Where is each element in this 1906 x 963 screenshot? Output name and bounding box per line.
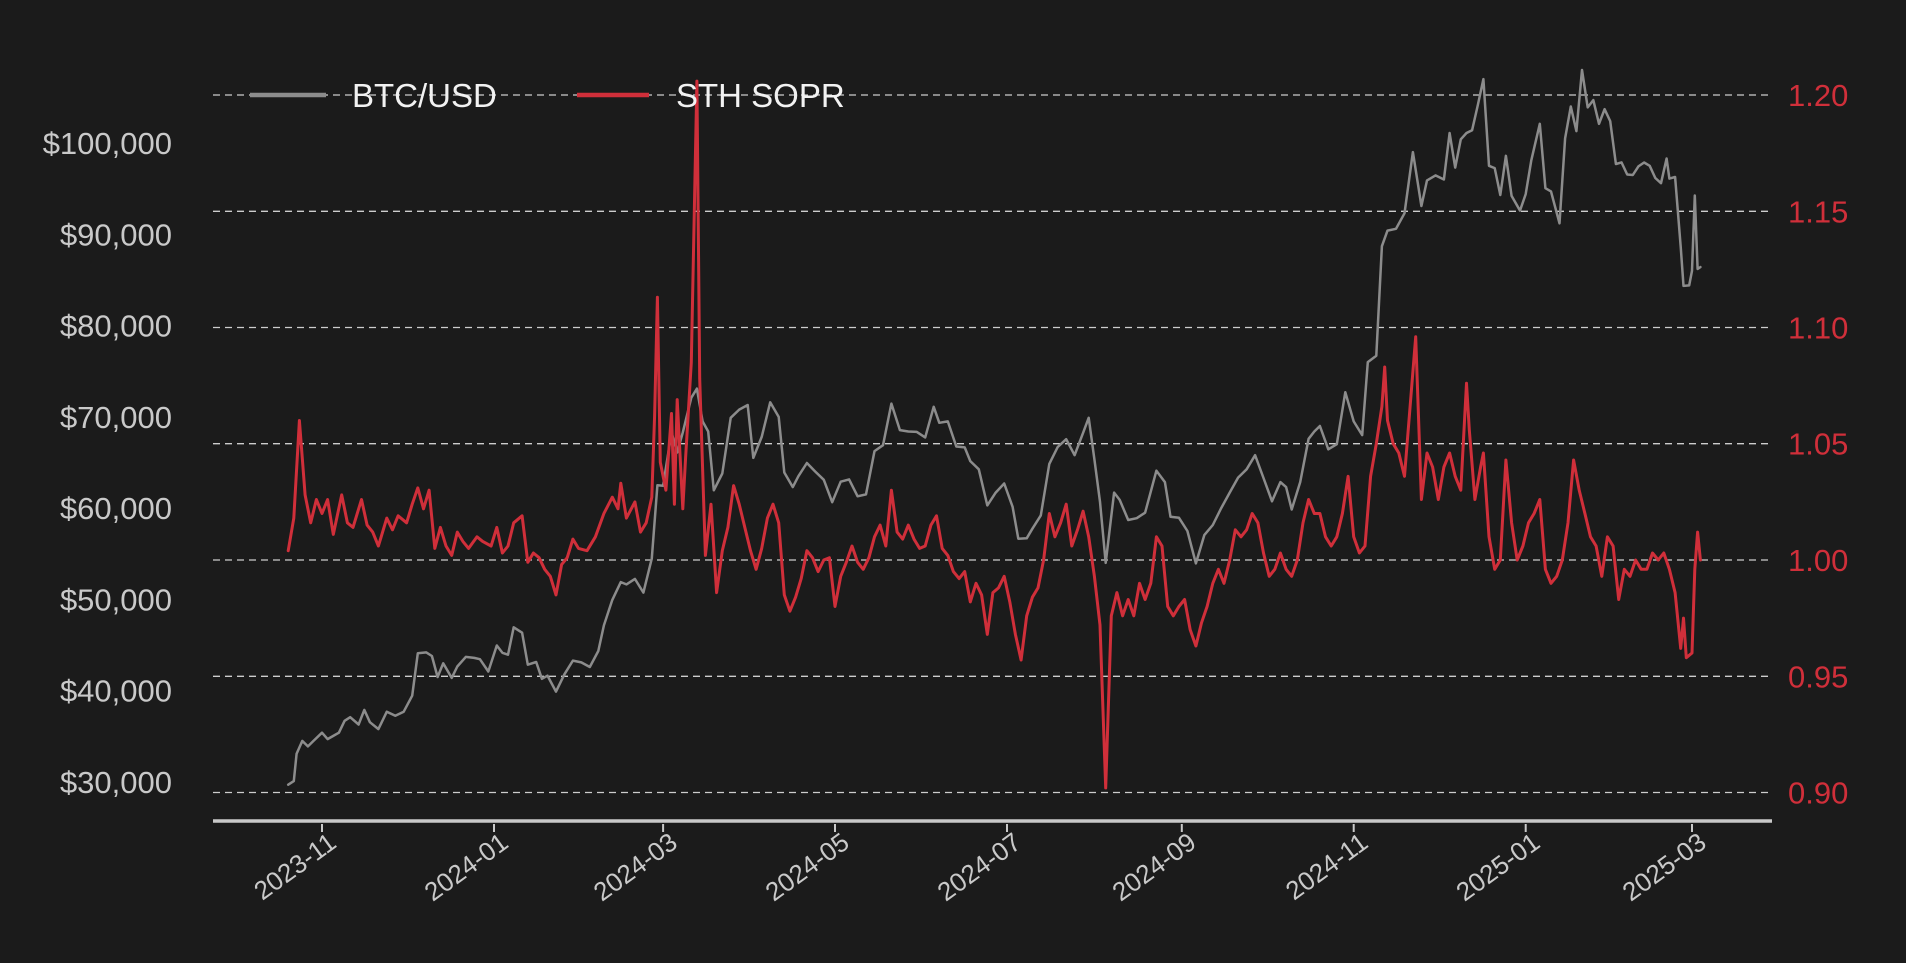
left-axis-tick-label: $70,000 xyxy=(60,400,172,435)
right-axis-tick-label: 1.05 xyxy=(1788,427,1848,462)
left-axis-tick-label: $40,000 xyxy=(60,674,172,709)
x-tick-label: 2025-03 xyxy=(1617,827,1712,907)
right-axis-tick-label: 1.00 xyxy=(1788,543,1848,578)
left-axis-tick-label: $90,000 xyxy=(60,217,172,252)
x-tick-label: 2024-07 xyxy=(932,827,1027,907)
x-tick-label: 2024-01 xyxy=(419,827,514,907)
gridlines xyxy=(213,94,1772,794)
x-tick-label: 2024-09 xyxy=(1106,827,1201,907)
x-tick-label: 2025-01 xyxy=(1450,827,1545,907)
x-tick-label: 2024-03 xyxy=(588,827,683,907)
left-axis-tick-label: $60,000 xyxy=(60,491,172,526)
x-tick-label: 2024-11 xyxy=(1280,827,1373,906)
x-tick-label: 2023-11 xyxy=(248,827,341,906)
left-axis-tick-label: $80,000 xyxy=(60,309,172,344)
right-axis-tick-label: 1.15 xyxy=(1788,194,1848,229)
right-axis-tick-label: 1.10 xyxy=(1788,311,1848,346)
series-line-btc-usd[interactable] xyxy=(286,68,1702,786)
axes: 2023-11 2024-01 2024-03 2024-05 2024-07 2024-… xyxy=(43,78,1849,907)
right-axis-tick-label: 1.20 xyxy=(1788,78,1848,113)
legend-label-sth-sopr[interactable]: STH SOPR xyxy=(676,77,845,114)
series-lines xyxy=(286,68,1702,790)
right-axis-tick-label: 0.95 xyxy=(1788,659,1848,694)
left-axis-tick-label: $30,000 xyxy=(60,765,172,800)
legend-label-btc-usd[interactable]: BTC/USD xyxy=(352,77,497,114)
left-axis-tick-label: $100,000 xyxy=(43,126,172,161)
left-axis-tick-label: $50,000 xyxy=(60,582,172,617)
right-axis-tick-label: 0.90 xyxy=(1788,776,1848,811)
x-tick-label: 2024-05 xyxy=(760,827,855,907)
series-line-sth-sopr[interactable] xyxy=(286,79,1702,790)
legend: BTC/USD STH SOPR xyxy=(250,77,845,114)
